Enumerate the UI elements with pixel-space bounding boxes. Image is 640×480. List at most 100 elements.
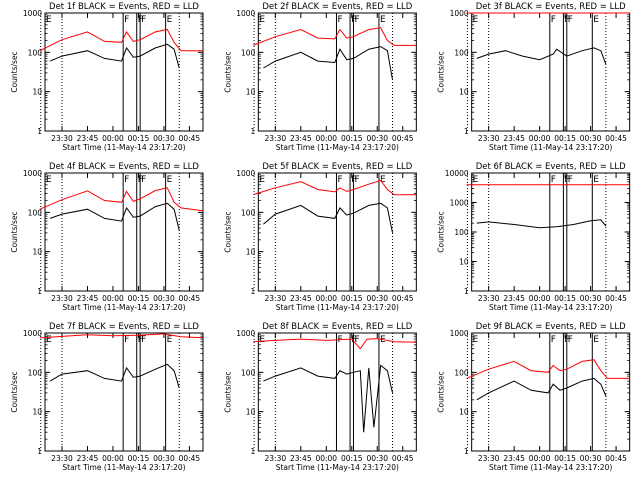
y-tick-label: 1 xyxy=(464,127,469,136)
event-marker-label: F xyxy=(141,335,146,345)
x-tick-label: 23:45 xyxy=(290,134,312,143)
events-series-line xyxy=(49,202,180,231)
x-tick-label: 00:30 xyxy=(580,454,602,463)
y-tick-label: 10 xyxy=(459,88,469,97)
x-tick-label: 23:30 xyxy=(265,294,287,303)
start-marker-label: E xyxy=(473,335,479,345)
panel-4: Det 4f BLACK = Events, RED = LLD 1 10 100 10… xyxy=(10,162,204,312)
events-series-line xyxy=(263,364,393,433)
y-tick-label: 1000 xyxy=(236,9,255,18)
panel-title: Det 8f BLACK = Events, RED = LLD xyxy=(262,322,412,332)
event-marker-label: F xyxy=(551,15,556,25)
y-tick-label: 100 xyxy=(454,228,469,237)
x-tick-label: 00:45 xyxy=(605,454,627,463)
panel-title: Det 6f BLACK = Events, RED = LLD xyxy=(476,162,626,172)
x-tick-label: 00:15 xyxy=(554,294,576,303)
y-tick-label: 1 xyxy=(37,127,42,136)
x-axis-label: Start Time (11-May-14 23:17:20) xyxy=(489,143,612,152)
panel-3: Det 3f BLACK = Events, RED = LLD 1 10 100 10… xyxy=(437,2,631,152)
x-tick-label: 00:45 xyxy=(179,294,201,303)
y-tick-label: 1000 xyxy=(23,329,42,338)
x-tick-label: 00:15 xyxy=(341,454,363,463)
event-marker-label: F xyxy=(354,335,359,345)
y-tick-label: 100 xyxy=(28,48,43,57)
y-tick-label: 1000 xyxy=(236,169,255,178)
x-axis-label: Start Time (11-May-14 23:17:20) xyxy=(489,463,612,472)
y-tick-label: 10 xyxy=(32,408,42,417)
y-tick-label: 100 xyxy=(28,368,43,377)
x-tick-label: 23:45 xyxy=(290,294,312,303)
x-tick-label: 00:15 xyxy=(341,134,363,143)
x-axis-label: Start Time (11-May-14 23:17:20) xyxy=(276,143,399,152)
y-tick-label: 1 xyxy=(37,447,42,456)
y-tick-label: 1000 xyxy=(23,9,42,18)
x-axis-label: Start Time (11-May-14 23:17:20) xyxy=(62,143,185,152)
x-tick-label: 00:45 xyxy=(392,454,414,463)
start-marker-label: E xyxy=(473,175,479,185)
plot-frame xyxy=(257,172,417,292)
panel-2: Det 2f BLACK = Events, RED = LLD 1 10 100 10… xyxy=(223,2,417,152)
panel-title: Det 9f BLACK = Events, RED = LLD xyxy=(476,322,626,332)
panel-title: Det 4f BLACK = Events, RED = LLD xyxy=(49,162,199,172)
plot-frame xyxy=(257,12,417,132)
panel-5: Det 5f BLACK = Events, RED = LLD 1 10 100 10… xyxy=(223,162,417,312)
events-series-line xyxy=(263,202,393,233)
lld-series-line xyxy=(253,179,417,196)
lld-series-line xyxy=(253,27,417,46)
x-tick-label: 00:30 xyxy=(366,134,388,143)
start-marker-label: E xyxy=(259,175,265,185)
y-axis-label: Counts/sec xyxy=(437,51,446,92)
event-marker-label: F xyxy=(568,15,573,25)
y-tick-label: 1 xyxy=(37,287,42,296)
event-marker-label: E xyxy=(593,335,599,345)
panel-9: Det 9f BLACK = Events, RED = LLD 1 10 100 10… xyxy=(437,322,631,472)
start-marker-label: E xyxy=(473,15,479,25)
y-tick-label: 1000 xyxy=(23,169,42,178)
x-tick-label: 00:15 xyxy=(554,134,576,143)
event-marker-label: E xyxy=(380,175,386,185)
x-tick-label: 23:45 xyxy=(77,294,99,303)
event-marker-label: F xyxy=(568,175,573,185)
x-axis-label: Start Time (11-May-14 23:17:20) xyxy=(489,303,612,312)
y-axis-label: Counts/sec xyxy=(223,211,232,252)
x-tick-label: 00:30 xyxy=(153,294,175,303)
panel-7: Det 7f BLACK = Events, RED = LLD 1 10 100 10… xyxy=(10,322,204,472)
x-tick-label: 00:00 xyxy=(315,454,337,463)
x-tick-label: 00:00 xyxy=(529,134,551,143)
x-tick-label: 00:00 xyxy=(102,294,124,303)
x-tick-label: 00:00 xyxy=(529,454,551,463)
y-tick-label: 100 xyxy=(28,208,43,217)
event-marker-label: E xyxy=(167,15,173,25)
event-marker-label: E xyxy=(167,335,173,345)
x-tick-label: 23:45 xyxy=(77,134,99,143)
x-tick-label: 00:45 xyxy=(392,294,414,303)
lld-series-line xyxy=(39,333,204,339)
x-tick-label: 00:00 xyxy=(315,134,337,143)
x-tick-label: 00:30 xyxy=(153,454,175,463)
event-marker-label: F xyxy=(337,15,342,25)
x-tick-label: 23:45 xyxy=(503,134,525,143)
y-axis-label: Counts/sec xyxy=(437,211,446,252)
x-tick-label: 23:45 xyxy=(290,454,312,463)
start-marker-label: E xyxy=(46,15,52,25)
y-tick-label: 1 xyxy=(251,287,256,296)
x-axis-label: Start Time (11-May-14 23:17:20) xyxy=(62,463,185,472)
events-series-line xyxy=(476,47,607,65)
event-marker-label: F xyxy=(337,175,342,185)
lld-series-line xyxy=(39,187,204,212)
y-tick-label: 10000 xyxy=(445,169,469,178)
start-marker-label: E xyxy=(259,15,265,25)
y-tick-label: 1 xyxy=(251,447,256,456)
events-series-line xyxy=(476,219,607,229)
x-tick-label: 23:30 xyxy=(265,454,287,463)
x-tick-label: 23:30 xyxy=(478,294,500,303)
x-tick-label: 23:30 xyxy=(265,134,287,143)
x-tick-label: 00:15 xyxy=(554,454,576,463)
lld-series-line xyxy=(253,338,417,350)
panel-title: Det 3f BLACK = Events, RED = LLD xyxy=(476,2,626,12)
x-tick-label: 00:00 xyxy=(529,294,551,303)
x-tick-label: 00:00 xyxy=(315,294,337,303)
events-series-line xyxy=(49,363,180,389)
y-tick-label: 100 xyxy=(454,368,469,377)
